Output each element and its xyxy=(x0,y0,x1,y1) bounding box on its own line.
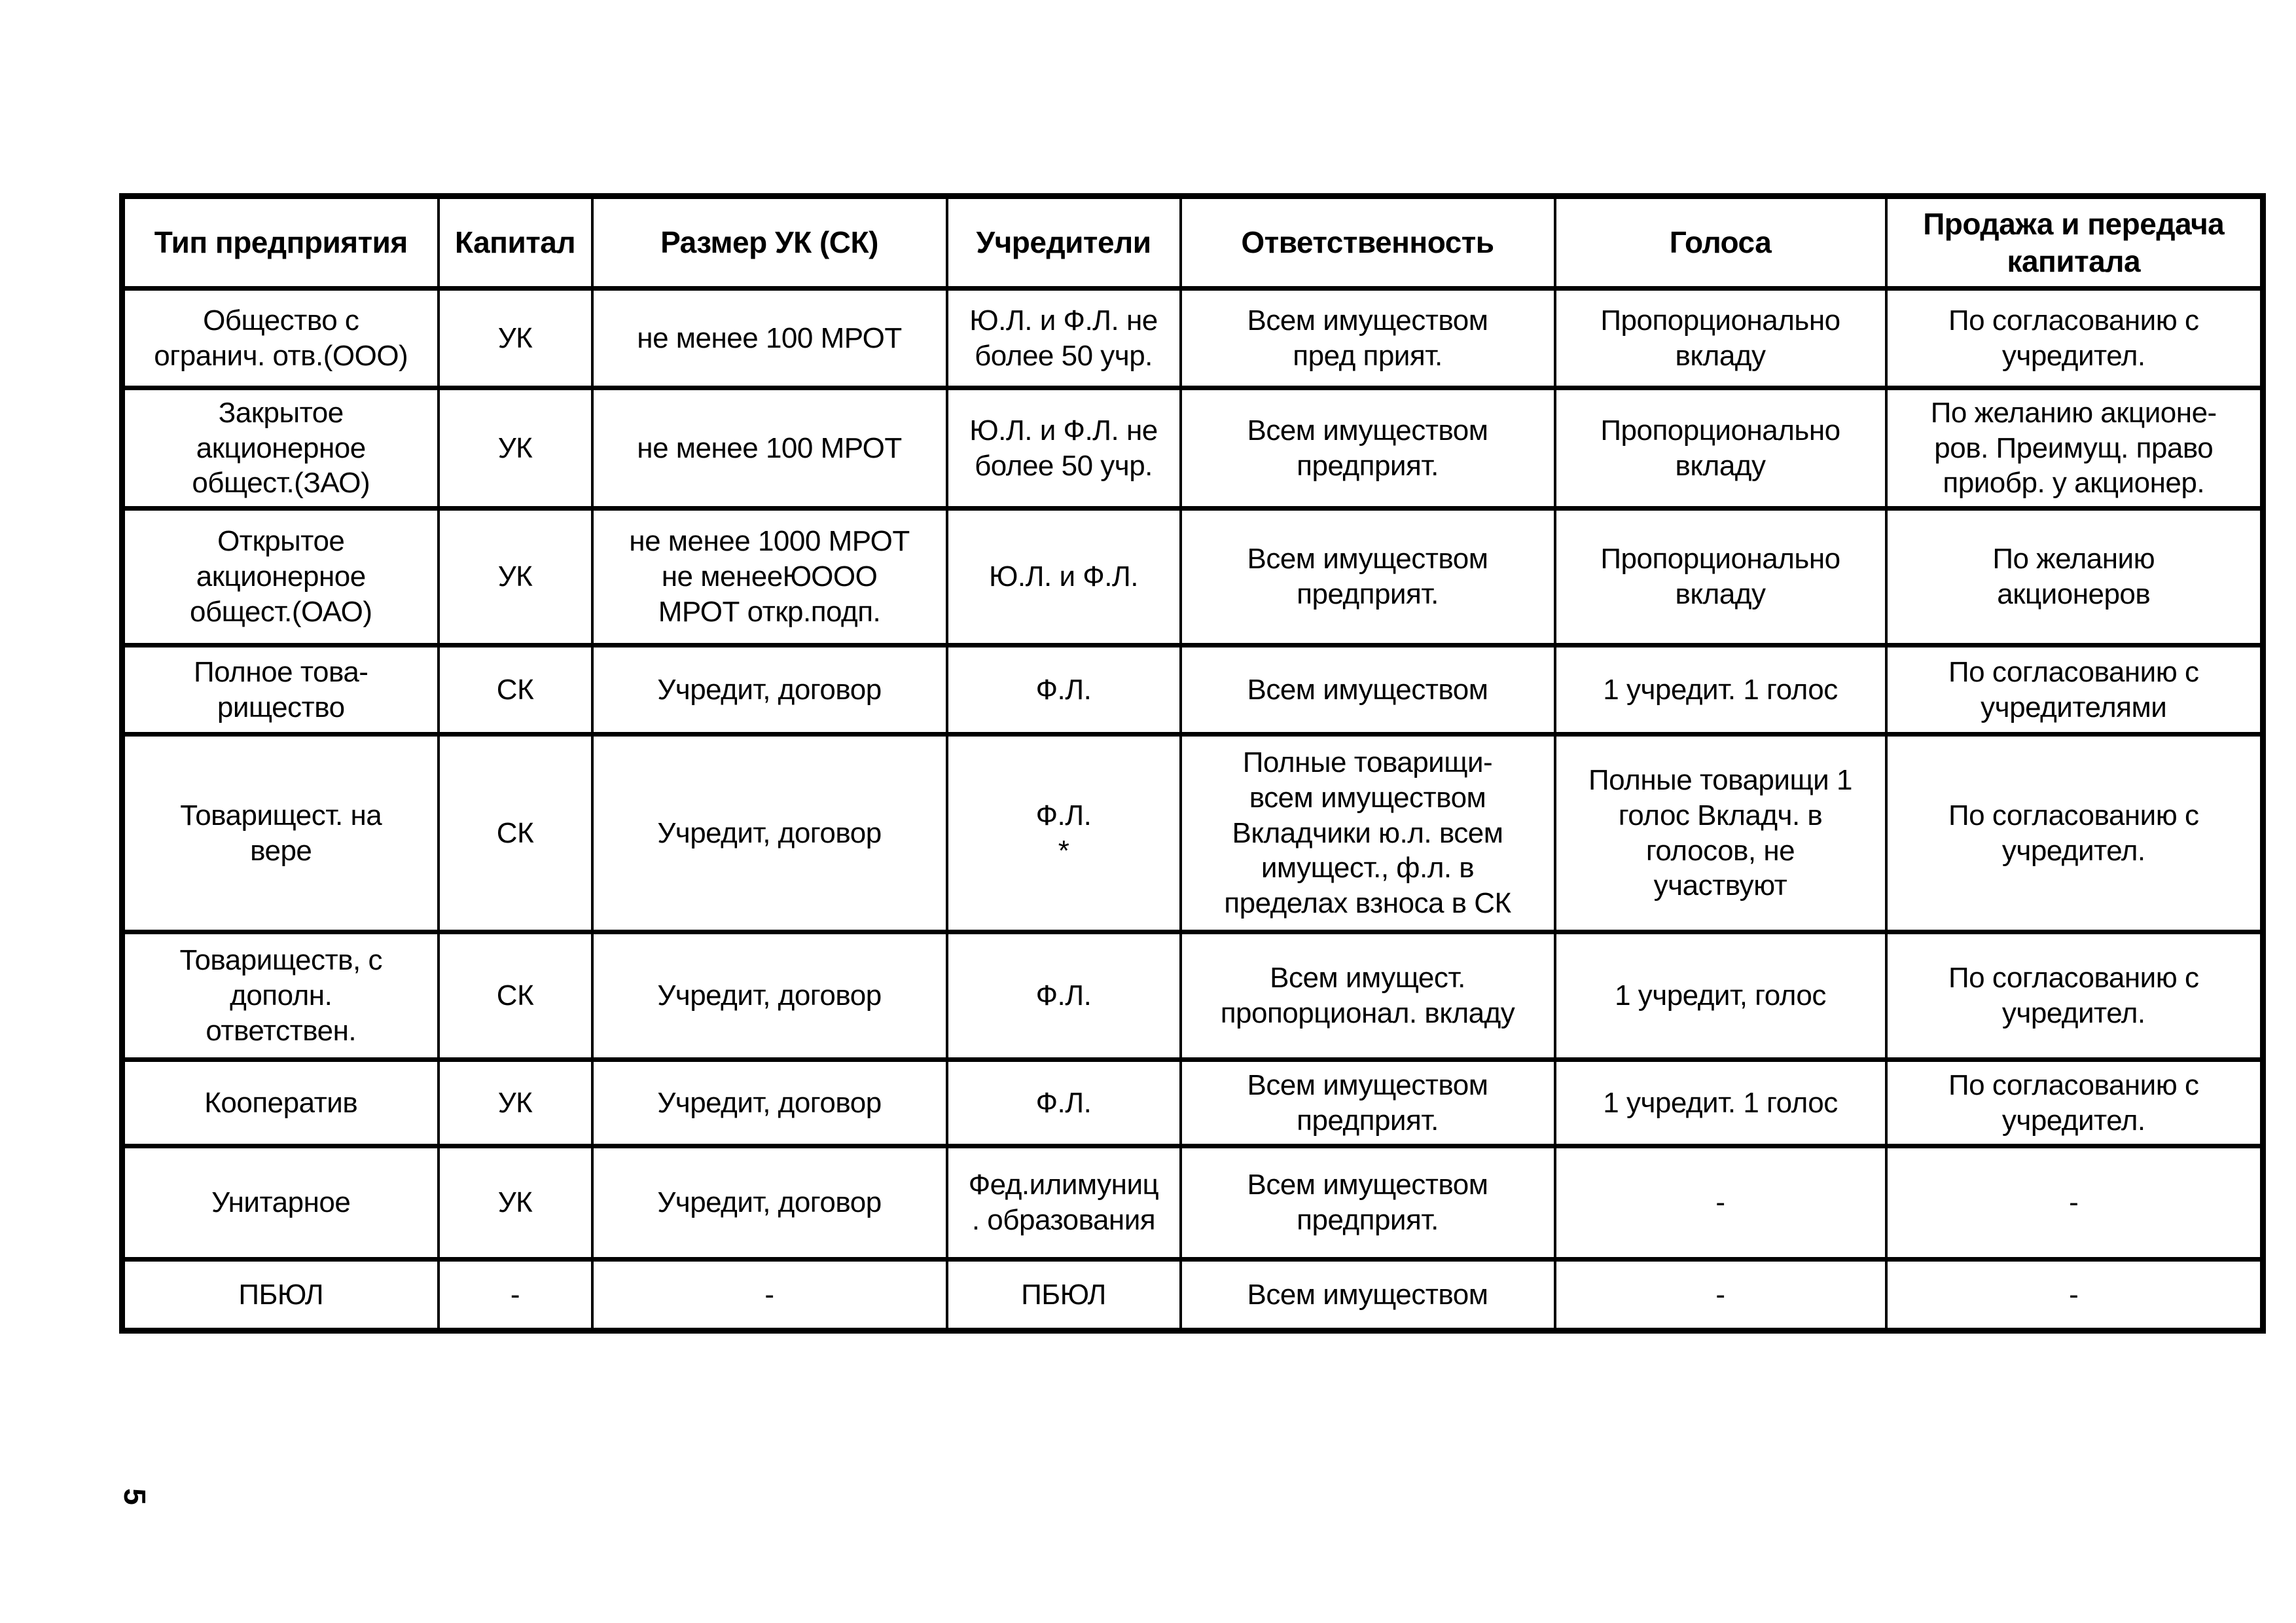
table-cell: По согласованию с учредител. xyxy=(1884,930,2265,1062)
header-cell-responsibility: Ответственность xyxy=(1179,194,1556,291)
table-cell: Учредит, договор xyxy=(590,643,948,737)
table-cell: ПБЮЛ xyxy=(945,1257,1182,1333)
table-cell: Унитарное xyxy=(120,1144,440,1262)
table-cell: Всем имуществом xyxy=(1179,643,1556,737)
table-row-ooo: Общество с огранич. отв.(ООО) УК не мене… xyxy=(120,286,2265,390)
table-cell: По согласованию с учредителями xyxy=(1884,643,2265,737)
header-cell-founders: Учредители xyxy=(945,194,1182,291)
table-cell: Учредит, договор xyxy=(590,732,948,934)
table-cell: УК xyxy=(437,386,594,511)
table-cell: 1 учредит, голос xyxy=(1553,930,1888,1062)
table-cell: Пропорционально вкладу xyxy=(1553,286,1888,390)
table-cell: По желанию акционеров xyxy=(1884,506,2265,647)
table-cell: - xyxy=(437,1257,594,1333)
table-cell: Ф.Л. * xyxy=(945,732,1182,934)
table-cell: СК xyxy=(437,732,594,934)
table-cell: Учредит, договор xyxy=(590,1144,948,1262)
header-cell-votes: Голоса xyxy=(1553,194,1888,291)
table-cell: Товарищест. на вере xyxy=(120,732,440,934)
table-cell: Ф.Л. xyxy=(945,1057,1182,1148)
header-cell-capital: Капитал xyxy=(437,194,594,291)
table-cell: Полное това- рищество xyxy=(120,643,440,737)
table-cell: 1 учредит. 1 голос xyxy=(1553,643,1888,737)
table-header-row: Тип предприятия Капитал Размер УК (СК) У… xyxy=(120,194,2265,291)
header-cell-enterprise-type: Тип предприятия xyxy=(120,194,440,291)
table-cell: 1 учредит. 1 голос xyxy=(1553,1057,1888,1148)
table-cell: Фед.илимуниц . образования xyxy=(945,1144,1182,1262)
table-row-tovarishchestvo-na-vere: Товарищест. на вере СК Учредит, договор … xyxy=(120,732,2265,934)
table-cell: Ю.Л. и Ф.Л. xyxy=(945,506,1182,647)
table-cell: По согласованию с учредител. xyxy=(1884,732,2265,934)
table-cell: Открытое акционерное общест.(ОАО) xyxy=(120,506,440,647)
table-cell: Товариществ, с дополн. ответствен. xyxy=(120,930,440,1062)
table-cell: УК xyxy=(437,1057,594,1148)
table-cell: Учредит, договор xyxy=(590,930,948,1062)
table-cell: Закрытое акционерное общест.(ЗАО) xyxy=(120,386,440,511)
table-cell: Учредит, договор xyxy=(590,1057,948,1148)
table-cell: По согласованию с учредител. xyxy=(1884,286,2265,390)
table-cell: УК xyxy=(437,1144,594,1262)
table-cell: Полные товарищи 1 голос Вкладч. в голосо… xyxy=(1553,732,1888,934)
table-cell: Ю.Л. и Ф.Л. не более 50 учр. xyxy=(945,386,1182,511)
table-cell: - xyxy=(1884,1257,2265,1333)
table-cell: Всем имуществом предприят. xyxy=(1179,1057,1556,1148)
table-row-zao: Закрытое акционерное общест.(ЗАО) УК не … xyxy=(120,386,2265,511)
table-cell: не менее 1000 МРОТ не менееЮООО МРОТ отк… xyxy=(590,506,948,647)
table-row-polnoe-tovarishchestvo: Полное това- рищество СК Учредит, догово… xyxy=(120,643,2265,737)
table-cell: Всем имуществом предприят. xyxy=(1179,1144,1556,1262)
table-cell: СК xyxy=(437,643,594,737)
table-cell: не менее 100 МРОТ xyxy=(590,386,948,511)
table-cell: Ф.Л. xyxy=(945,643,1182,737)
table-cell: ПБЮЛ xyxy=(120,1257,440,1333)
table-cell: По согласованию с учредител. xyxy=(1884,1057,2265,1148)
table-cell: По желанию акционе- ров. Преимущ. право … xyxy=(1884,386,2265,511)
table-cell: СК xyxy=(437,930,594,1062)
table-cell: Кооператив xyxy=(120,1057,440,1148)
table-cell: УК xyxy=(437,506,594,647)
table-row-kooperativ: Кооператив УК Учредит, договор Ф.Л. Всем… xyxy=(120,1057,2265,1148)
table-cell: Ф.Л. xyxy=(945,930,1182,1062)
table-cell: Ю.Л. и Ф.Л. не более 50 учр. xyxy=(945,286,1182,390)
header-cell-capital-size: Размер УК (СК) xyxy=(590,194,948,291)
table-cell: Пропорционально вкладу xyxy=(1553,386,1888,511)
table-row-pbyul: ПБЮЛ - - ПБЮЛ Всем имуществом - - xyxy=(120,1257,2265,1333)
header-cell-capital-transfer: Продажа и передача капитала xyxy=(1884,194,2265,291)
table-row-oao: Открытое акционерное общест.(ОАО) УК не … xyxy=(120,506,2265,647)
table-cell: Пропорционально вкладу xyxy=(1553,506,1888,647)
page-number: 5 xyxy=(118,1488,152,1505)
table-cell: - xyxy=(1884,1144,2265,1262)
table-cell: Всем имуществом предприят. xyxy=(1179,386,1556,511)
table-row-tovarishchestvo-dopoln: Товариществ, с дополн. ответствен. СК Уч… xyxy=(120,930,2265,1062)
table-cell: УК xyxy=(437,286,594,390)
table-cell: - xyxy=(1553,1257,1888,1333)
table-cell: Всем имущест. пропорционал. вкладу xyxy=(1179,930,1556,1062)
table-cell: Всем имуществом пред прият. xyxy=(1179,286,1556,390)
table-cell: Всем имуществом предприят. xyxy=(1179,506,1556,647)
table-cell: Общество с огранич. отв.(ООО) xyxy=(120,286,440,390)
table-cell: - xyxy=(1553,1144,1888,1262)
table-cell: не менее 100 МРОТ xyxy=(590,286,948,390)
enterprise-types-table: Тип предприятия Капитал Размер УК (СК) У… xyxy=(119,193,2266,1334)
table-cell: Всем имуществом xyxy=(1179,1257,1556,1333)
table-cell: - xyxy=(590,1257,948,1333)
table-row-unitarnoe: Унитарное УК Учредит, договор Фед.илимун… xyxy=(120,1144,2265,1262)
table-cell: Полные товарищи- всем имуществом Вкладчи… xyxy=(1179,732,1556,934)
